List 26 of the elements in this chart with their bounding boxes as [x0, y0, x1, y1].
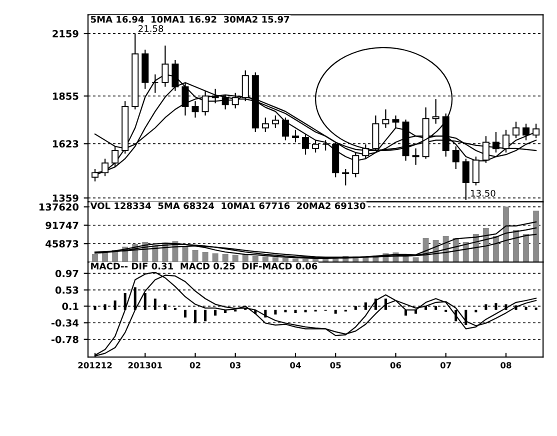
y-tick-label: 0.53	[55, 286, 78, 294]
y-tick-label: 2159	[52, 30, 78, 38]
y-tick-label: 45873	[46, 240, 78, 248]
y-tick-label: 1623	[53, 140, 78, 148]
annotation: 5MA 16.94 10MA1 16.92 30MA2 15.97	[90, 16, 290, 23]
y-tick-label: 1359	[53, 194, 78, 202]
x-tick-label: 05	[330, 362, 341, 368]
annotation: MACD-- DIF 0.31 MACD 0.25 DIF-MACD 0.06	[91, 262, 318, 270]
x-tick-label: 201301	[128, 362, 162, 368]
y-tick-label: -0.34	[51, 319, 79, 327]
y-tick-label: 137620	[39, 203, 79, 211]
x-tick-label: 08	[500, 362, 512, 368]
x-tick-label: 07	[440, 362, 451, 368]
y-tick-label: 0.97	[55, 270, 78, 278]
x-tick-label: 02	[190, 362, 200, 368]
x-tick-label: 04	[290, 362, 301, 368]
x-tick-label: 201212	[78, 362, 112, 368]
annotation: 13.50	[471, 190, 496, 197]
y-tick-label: 91747	[46, 222, 78, 230]
y-tick-label: -0.78	[51, 336, 78, 344]
x-tick-label: 06	[390, 362, 402, 368]
y-tick-label: 0.1	[62, 302, 78, 310]
annotation: VOL 128334 5MA 68324 10MA1 67716 20MA2 69130	[90, 202, 366, 210]
y-tick-label: 1855	[53, 92, 78, 100]
annotation: 21.58	[138, 25, 164, 32]
x-tick-label: 03	[230, 362, 240, 368]
